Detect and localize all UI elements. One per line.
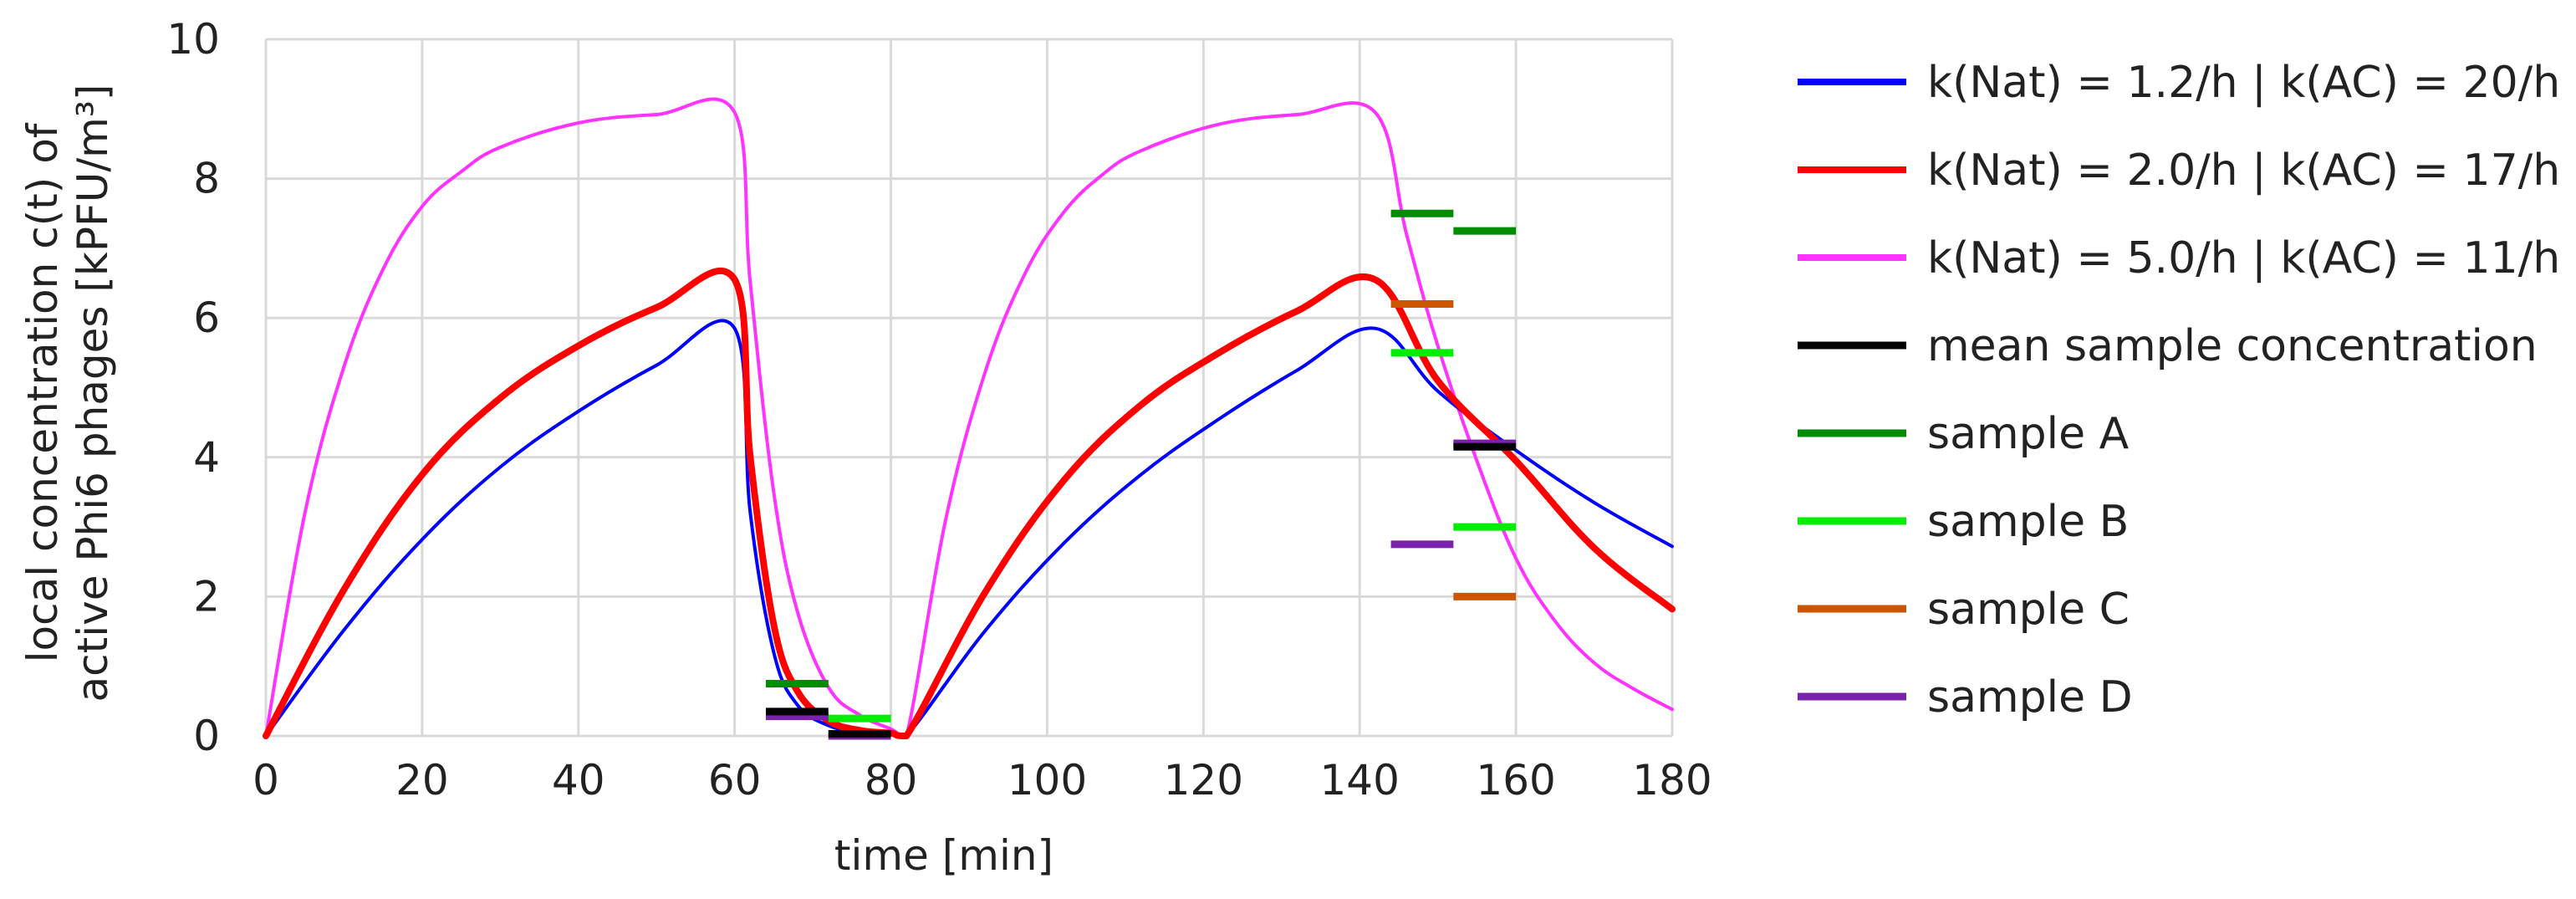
legend: k(Nat) = 1.2/h | k(AC) = 20/h k(Nat) = 2.… xyxy=(1798,58,2560,723)
plot-area xyxy=(263,97,1676,739)
x-tick-label: 80 xyxy=(865,756,918,805)
legend-label: sample C xyxy=(1927,585,2130,635)
x-tick-label: 100 xyxy=(1007,756,1087,805)
x-tick-label: 120 xyxy=(1164,756,1243,805)
sample-markers xyxy=(766,209,1517,740)
legend-label: k(Nat) = 1.2/h | k(AC) = 20/h xyxy=(1927,58,2560,108)
legend-label: k(Nat) = 5.0/h | k(AC) = 11/h xyxy=(1927,233,2560,283)
y-tick-label: 4 xyxy=(193,433,220,482)
tick-labels: 0 20 40 60 80 100 120 140 160 180 0 2 4 6 8 10 time [min… xyxy=(18,15,1712,880)
x-tick-label: 160 xyxy=(1476,756,1555,805)
x-tick-label: 20 xyxy=(395,756,449,805)
legend-label: sample A xyxy=(1927,409,2130,459)
grid xyxy=(264,38,1674,738)
series-line xyxy=(263,267,1676,739)
y-tick-label: 10 xyxy=(166,15,220,64)
y-tick-label: 2 xyxy=(193,572,220,621)
x-tick-label: 0 xyxy=(252,756,279,805)
legend-label: mean sample concentration xyxy=(1927,321,2538,371)
x-tick-label: 180 xyxy=(1632,756,1711,805)
y-tick-label: 6 xyxy=(193,294,220,342)
y-axis-title: local concentration c(t) ofactive Phi6 p… xyxy=(18,84,117,702)
y-tick-label: 8 xyxy=(193,155,220,203)
y-tick-label: 0 xyxy=(193,712,220,760)
x-tick-label: 60 xyxy=(708,756,762,805)
legend-label: k(Nat) = 2.0/h | k(AC) = 17/h xyxy=(1927,146,2560,196)
x-tick-label: 140 xyxy=(1320,756,1400,805)
legend-label: sample D xyxy=(1927,672,2133,723)
y-axis-title-line: local concentration c(t) of xyxy=(18,122,67,662)
y-axis-title-line: active Phi6 phages [kPFU/m³] xyxy=(69,84,117,702)
x-tick-label: 40 xyxy=(552,756,605,805)
legend-label: sample B xyxy=(1927,497,2129,547)
x-axis-title: time [min] xyxy=(834,831,1053,880)
series-line xyxy=(264,97,1674,738)
